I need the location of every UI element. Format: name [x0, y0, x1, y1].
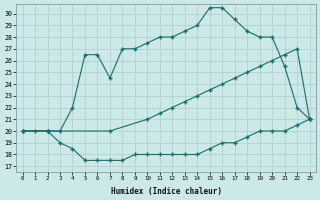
X-axis label: Humidex (Indice chaleur): Humidex (Indice chaleur) — [111, 187, 221, 196]
